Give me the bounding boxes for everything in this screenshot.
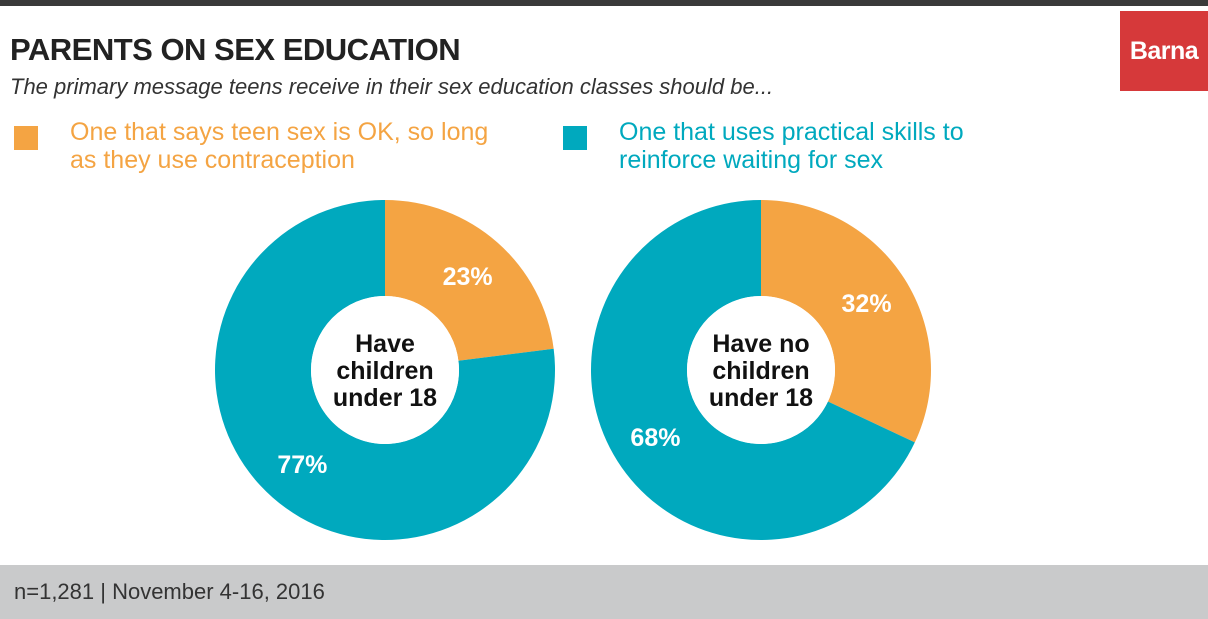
- legend-item-waiting: One that uses practical skills to reinfo…: [563, 118, 1059, 174]
- legend-swatch-orange: [14, 126, 38, 150]
- donut-chart-2: 32% 68% Have no children under 18: [591, 200, 932, 540]
- chart-subtitle: The primary message teens receive in the…: [10, 74, 774, 99]
- donut-charts: 23% 77% Have children under 18 32% 68% Have no c…: [215, 200, 932, 540]
- footer-text: n=1,281 | November 4-16, 2016: [14, 579, 325, 604]
- slice-label: 23%: [443, 263, 493, 291]
- center-label: Have children under 18: [333, 330, 437, 412]
- donut-slice: [591, 200, 915, 540]
- barna-logo: Barna: [1120, 11, 1208, 91]
- donut-chart-1: 23% 77% Have children under 18: [215, 200, 555, 540]
- donut-hole: [687, 296, 835, 444]
- legend-label: One that uses practical skills to reinfo…: [619, 118, 964, 174]
- donut-slice: [215, 200, 555, 540]
- footer-source: n=1,281 | November 4-16, 2016: [0, 565, 1208, 619]
- center-label: Have no children under 18: [709, 330, 813, 412]
- slice-label: 68%: [630, 424, 680, 452]
- donut-hole: [311, 296, 459, 444]
- chart-title: PARENTS ON SEX EDUCATION: [10, 32, 461, 67]
- legend-label: One that says teen sex is OK, so long as…: [70, 118, 489, 174]
- top-rule: [0, 0, 1208, 6]
- donut-slice: [761, 200, 932, 443]
- donut-slice: [385, 200, 554, 361]
- slice-label: 77%: [277, 451, 327, 479]
- legend-swatch-teal: [563, 126, 587, 150]
- slice-label: 32%: [842, 290, 892, 318]
- legend-item-contraception: One that says teen sex is OK, so long as…: [14, 118, 510, 174]
